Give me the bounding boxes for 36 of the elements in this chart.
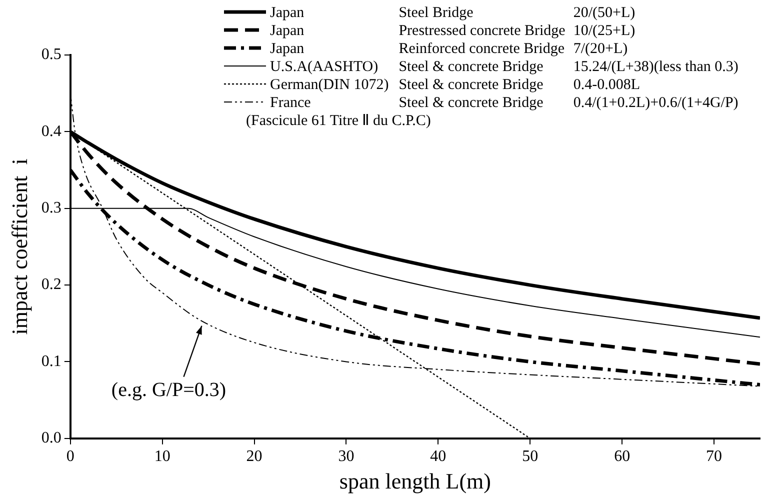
legend-label: Japan — [269, 22, 306, 40]
annotation: 0.4/(1+0.2L)+0.6/(1+4G/P) — [572, 94, 740, 112]
x-tick-label: 10 — [154, 448, 170, 466]
annotation: 0.4-0.008L — [572, 76, 641, 94]
x-tick-label: 50 — [522, 448, 538, 466]
x-tick-label: 20 — [246, 448, 262, 466]
legend-label: German(DIN 1072) — [269, 76, 390, 94]
text: 20/(50+L) — [572, 4, 636, 22]
y-axis-title: impact coefficient i — [6, 158, 32, 335]
x-tick-label: 0 — [66, 448, 74, 466]
x-tick-label: 30 — [338, 448, 354, 466]
legend-label: Japan — [269, 4, 306, 22]
annotation: 7/(20+L) — [572, 40, 629, 58]
legend-label: Japan — [269, 40, 306, 58]
annotation: Reinforced concrete Bridge — [398, 40, 566, 58]
y-tick-label: 0.5 — [41, 46, 62, 64]
x-tick-label: 70 — [706, 448, 722, 466]
annotation: (Fascicule 61 Titre Ⅱ du C.P.C) — [246, 112, 432, 130]
text: 10/(25+L) — [572, 22, 636, 40]
text: Steel Bridge — [398, 4, 474, 22]
annotation: 15.24/(L+38)(less than 0.3) — [572, 58, 740, 76]
x-axis-title: span length L(m) — [339, 468, 491, 494]
legend-label: France — [269, 94, 312, 112]
y-tick-label: 0.3 — [41, 200, 62, 217]
annotation: Steel & concrete Bridge — [398, 76, 544, 94]
annotation: Steel & concrete Bridge — [398, 58, 544, 76]
annotation: Steel & concrete Bridge — [398, 94, 544, 112]
x-tick-label: 60 — [614, 448, 630, 466]
legend-label: U.S.A(AASHTO) — [269, 58, 380, 76]
y-tick-label: 0.2 — [41, 276, 62, 294]
y-tick-label: 0.4 — [41, 122, 62, 140]
text: Prestressed concrete Bridge — [398, 22, 566, 40]
annotation: (e.g. G/P=0.3) — [111, 379, 226, 402]
x-tick-label: 40 — [430, 448, 446, 466]
y-tick-label: 0.0 — [41, 430, 62, 447]
y-tick-label: 0.1 — [41, 352, 62, 370]
